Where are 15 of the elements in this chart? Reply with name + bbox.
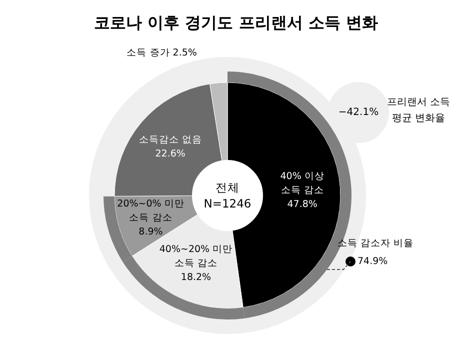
slice-label: 40%~20% 미만 소득 감소: [159, 244, 233, 270]
text: 74.9%: [358, 256, 388, 267]
slice-label: 20%~0% 미만 소득 감소: [117, 198, 184, 224]
slice-label: 소득 감소자 비율: [337, 238, 414, 249]
data-label: 22.6%: [155, 148, 186, 160]
slice-label: 소득 증가 2.5%: [126, 47, 197, 58]
slice-label: 소득감소 없음: [138, 134, 202, 146]
text: 프리랜서 소득 평균 변화율: [386, 97, 450, 124]
slice-label: 40% 이상 소득 감소: [280, 170, 324, 196]
data-label: 18.2%: [180, 272, 212, 284]
chart-title: 코로나 이후 경기도 프리랜서 소득 변화: [94, 13, 378, 32]
data-label: 8.9%: [138, 226, 163, 238]
text: −42.1%: [338, 107, 379, 118]
text: 전체 N=1246: [204, 180, 252, 210]
data-label: 47.8%: [287, 198, 318, 210]
